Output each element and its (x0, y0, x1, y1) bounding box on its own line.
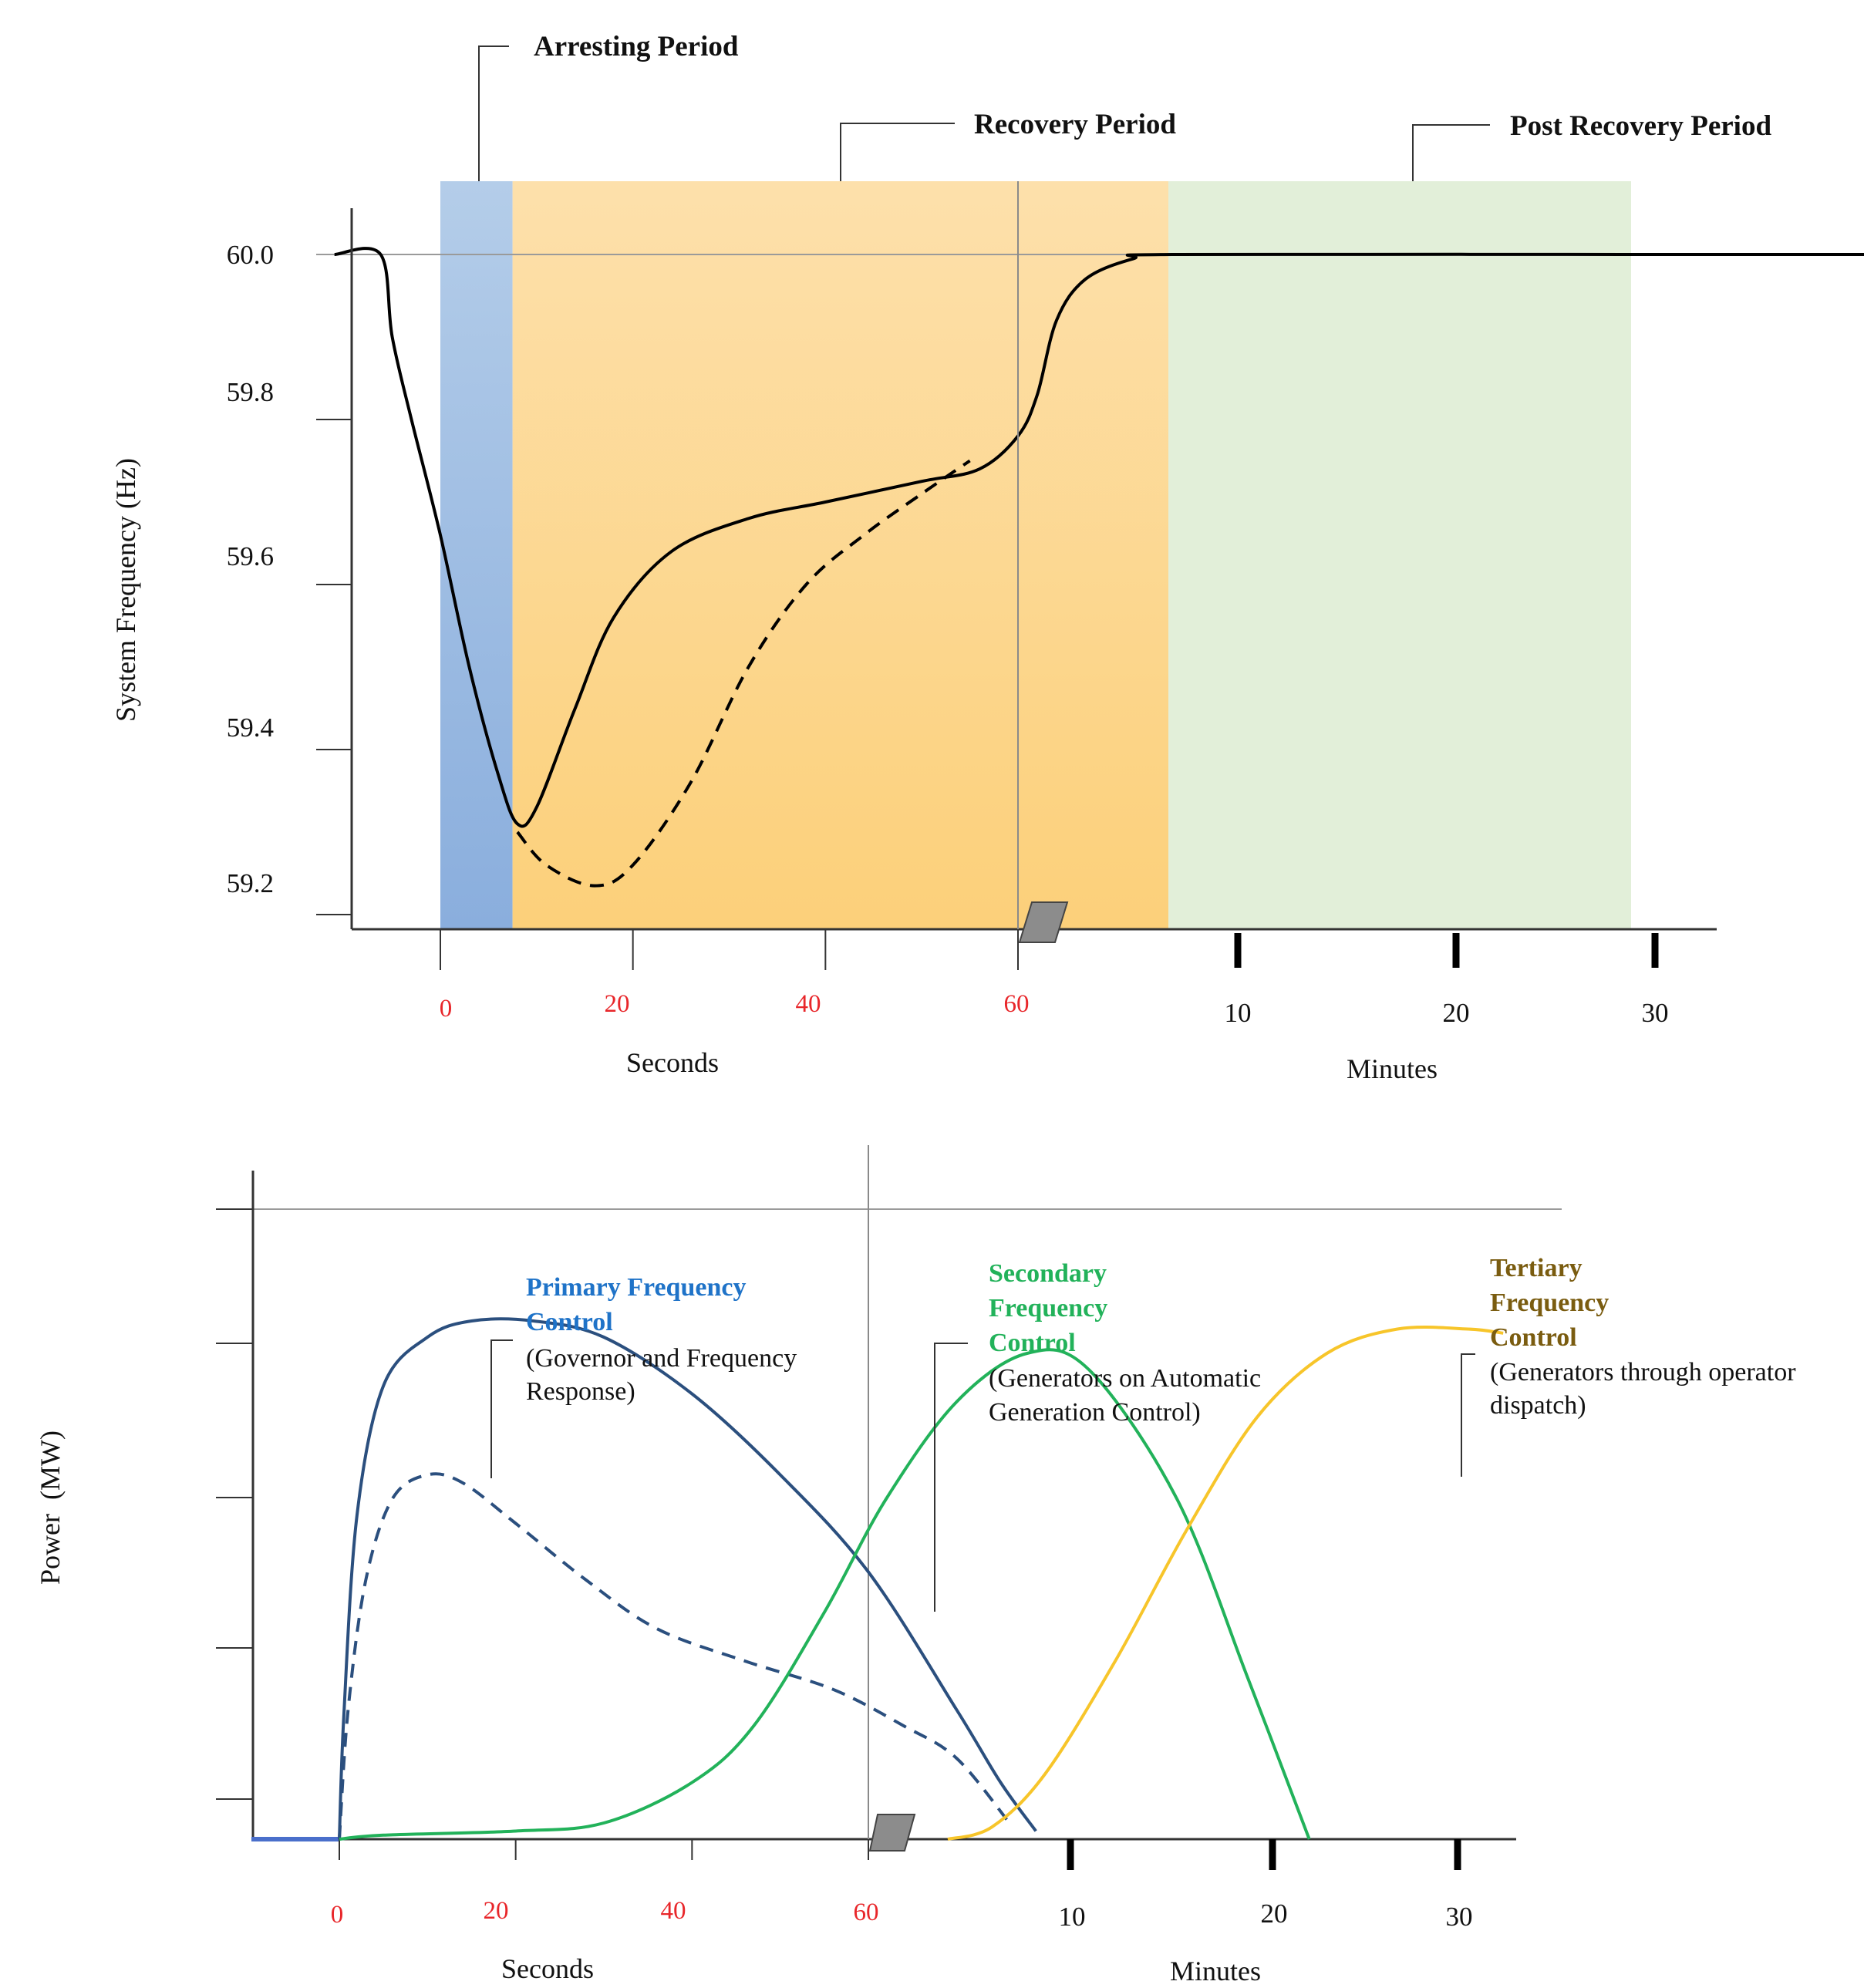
power-xtick-minutes-20: 20 (1261, 1899, 1288, 1929)
ytick-59.2: 59.2 (227, 868, 274, 898)
post-recovery-period-label: Post Recovery Period (1510, 110, 1771, 142)
frequency-with-response-line (334, 247, 1864, 828)
xtick-minutes-20: 20 (1443, 998, 1470, 1028)
xtick-seconds-60: 60 (1004, 990, 1030, 1018)
arresting-callout-line (478, 45, 509, 181)
xtick-seconds-20: 20 (605, 990, 630, 1018)
tertiary-title-line-3: Control (1490, 1323, 1577, 1352)
tertiary-title-line-2: Frequency (1490, 1289, 1609, 1317)
primary-desc-line-1: (Governor and Frequency (526, 1344, 797, 1373)
frequency-y-axis-title: System Frequency (Hz) (110, 458, 141, 722)
frequency-x-ticks (440, 929, 1659, 970)
frequency-without-response-line (516, 459, 971, 888)
ytick-59.8: 59.8 (227, 377, 274, 407)
minutes-axis-title: Minutes (1347, 1053, 1438, 1084)
frequency-chart: 60.0 59.8 59.6 59.4 59.2 0 20 40 60 10 2… (110, 31, 1864, 1084)
arresting-period-band (440, 181, 513, 929)
secondary-title-line-1: Secondary (989, 1259, 1107, 1288)
primary-title-line-2: Control (526, 1308, 613, 1336)
xtick-minutes-10: 10 (1225, 998, 1252, 1028)
ytick-59.4: 59.4 (227, 713, 274, 743)
seconds-axis-title: Seconds (626, 1047, 719, 1078)
power-series (338, 1317, 1504, 1841)
recovery-callout-line (840, 123, 955, 181)
arresting-period-label: Arresting Period (534, 31, 739, 62)
power-xtick-minutes-10: 10 (1059, 1902, 1086, 1932)
ytick-60.0: 60.0 (227, 240, 274, 270)
power-axis-break-icon (868, 1814, 916, 1852)
recovery-period-label: Recovery Period (974, 109, 1176, 140)
secondary-desc-line-1: (Generators on Automatic (989, 1364, 1261, 1393)
power-xtick-seconds-60: 60 (854, 1899, 879, 1926)
power-gridlines (216, 1208, 1562, 1800)
power-seconds-axis-title: Seconds (501, 1953, 594, 1984)
primary-control-curve (338, 1317, 1037, 1840)
power-x-ticks (339, 1839, 1461, 1870)
xtick-minutes-30: 30 (1642, 998, 1669, 1028)
ytick-59.6: 59.6 (227, 541, 274, 571)
tertiary-control-curve (947, 1325, 1504, 1841)
axis-break-icon (1018, 901, 1069, 943)
power-minutes-axis-title: Minutes (1170, 1956, 1261, 1986)
primary-control-dashed-curve (338, 1472, 1011, 1840)
power-chart: 0 20 40 60 10 20 30 Seconds Minutes Powe… (35, 1145, 1796, 1986)
secondary-title-line-3: Control (989, 1329, 1076, 1357)
primary-title-line-1: Primary Frequency (526, 1273, 746, 1302)
tertiary-desc-line-2: dispatch) (1490, 1391, 1586, 1420)
tertiary-callout-line (1461, 1353, 1475, 1477)
primary-callout-line (490, 1339, 513, 1478)
power-xtick-seconds-20: 20 (484, 1897, 509, 1925)
tertiary-desc-line-1: (Generators through operator (1490, 1358, 1796, 1387)
post-recovery-period-band (1168, 181, 1631, 929)
power-xtick-seconds-40: 40 (661, 1897, 686, 1925)
primary-desc-line-2: Response) (526, 1377, 635, 1406)
power-xtick-seconds-0: 0 (331, 1901, 344, 1929)
period-bands (440, 181, 1631, 929)
recovery-period-band (512, 181, 1168, 929)
xtick-seconds-0: 0 (440, 995, 453, 1023)
post-recovery-callout-line (1412, 124, 1490, 181)
xtick-seconds-40: 40 (796, 990, 821, 1018)
secondary-callout-line (934, 1343, 968, 1612)
secondary-title-line-2: Frequency (989, 1294, 1107, 1323)
power-y-axis-title: Power (MW) (35, 1430, 66, 1585)
secondary-desc-line-2: Generation Control) (989, 1398, 1201, 1427)
frequency-series (334, 247, 1864, 888)
power-xtick-minutes-30: 30 (1446, 1902, 1473, 1932)
tertiary-title-line-1: Tertiary (1490, 1254, 1583, 1282)
